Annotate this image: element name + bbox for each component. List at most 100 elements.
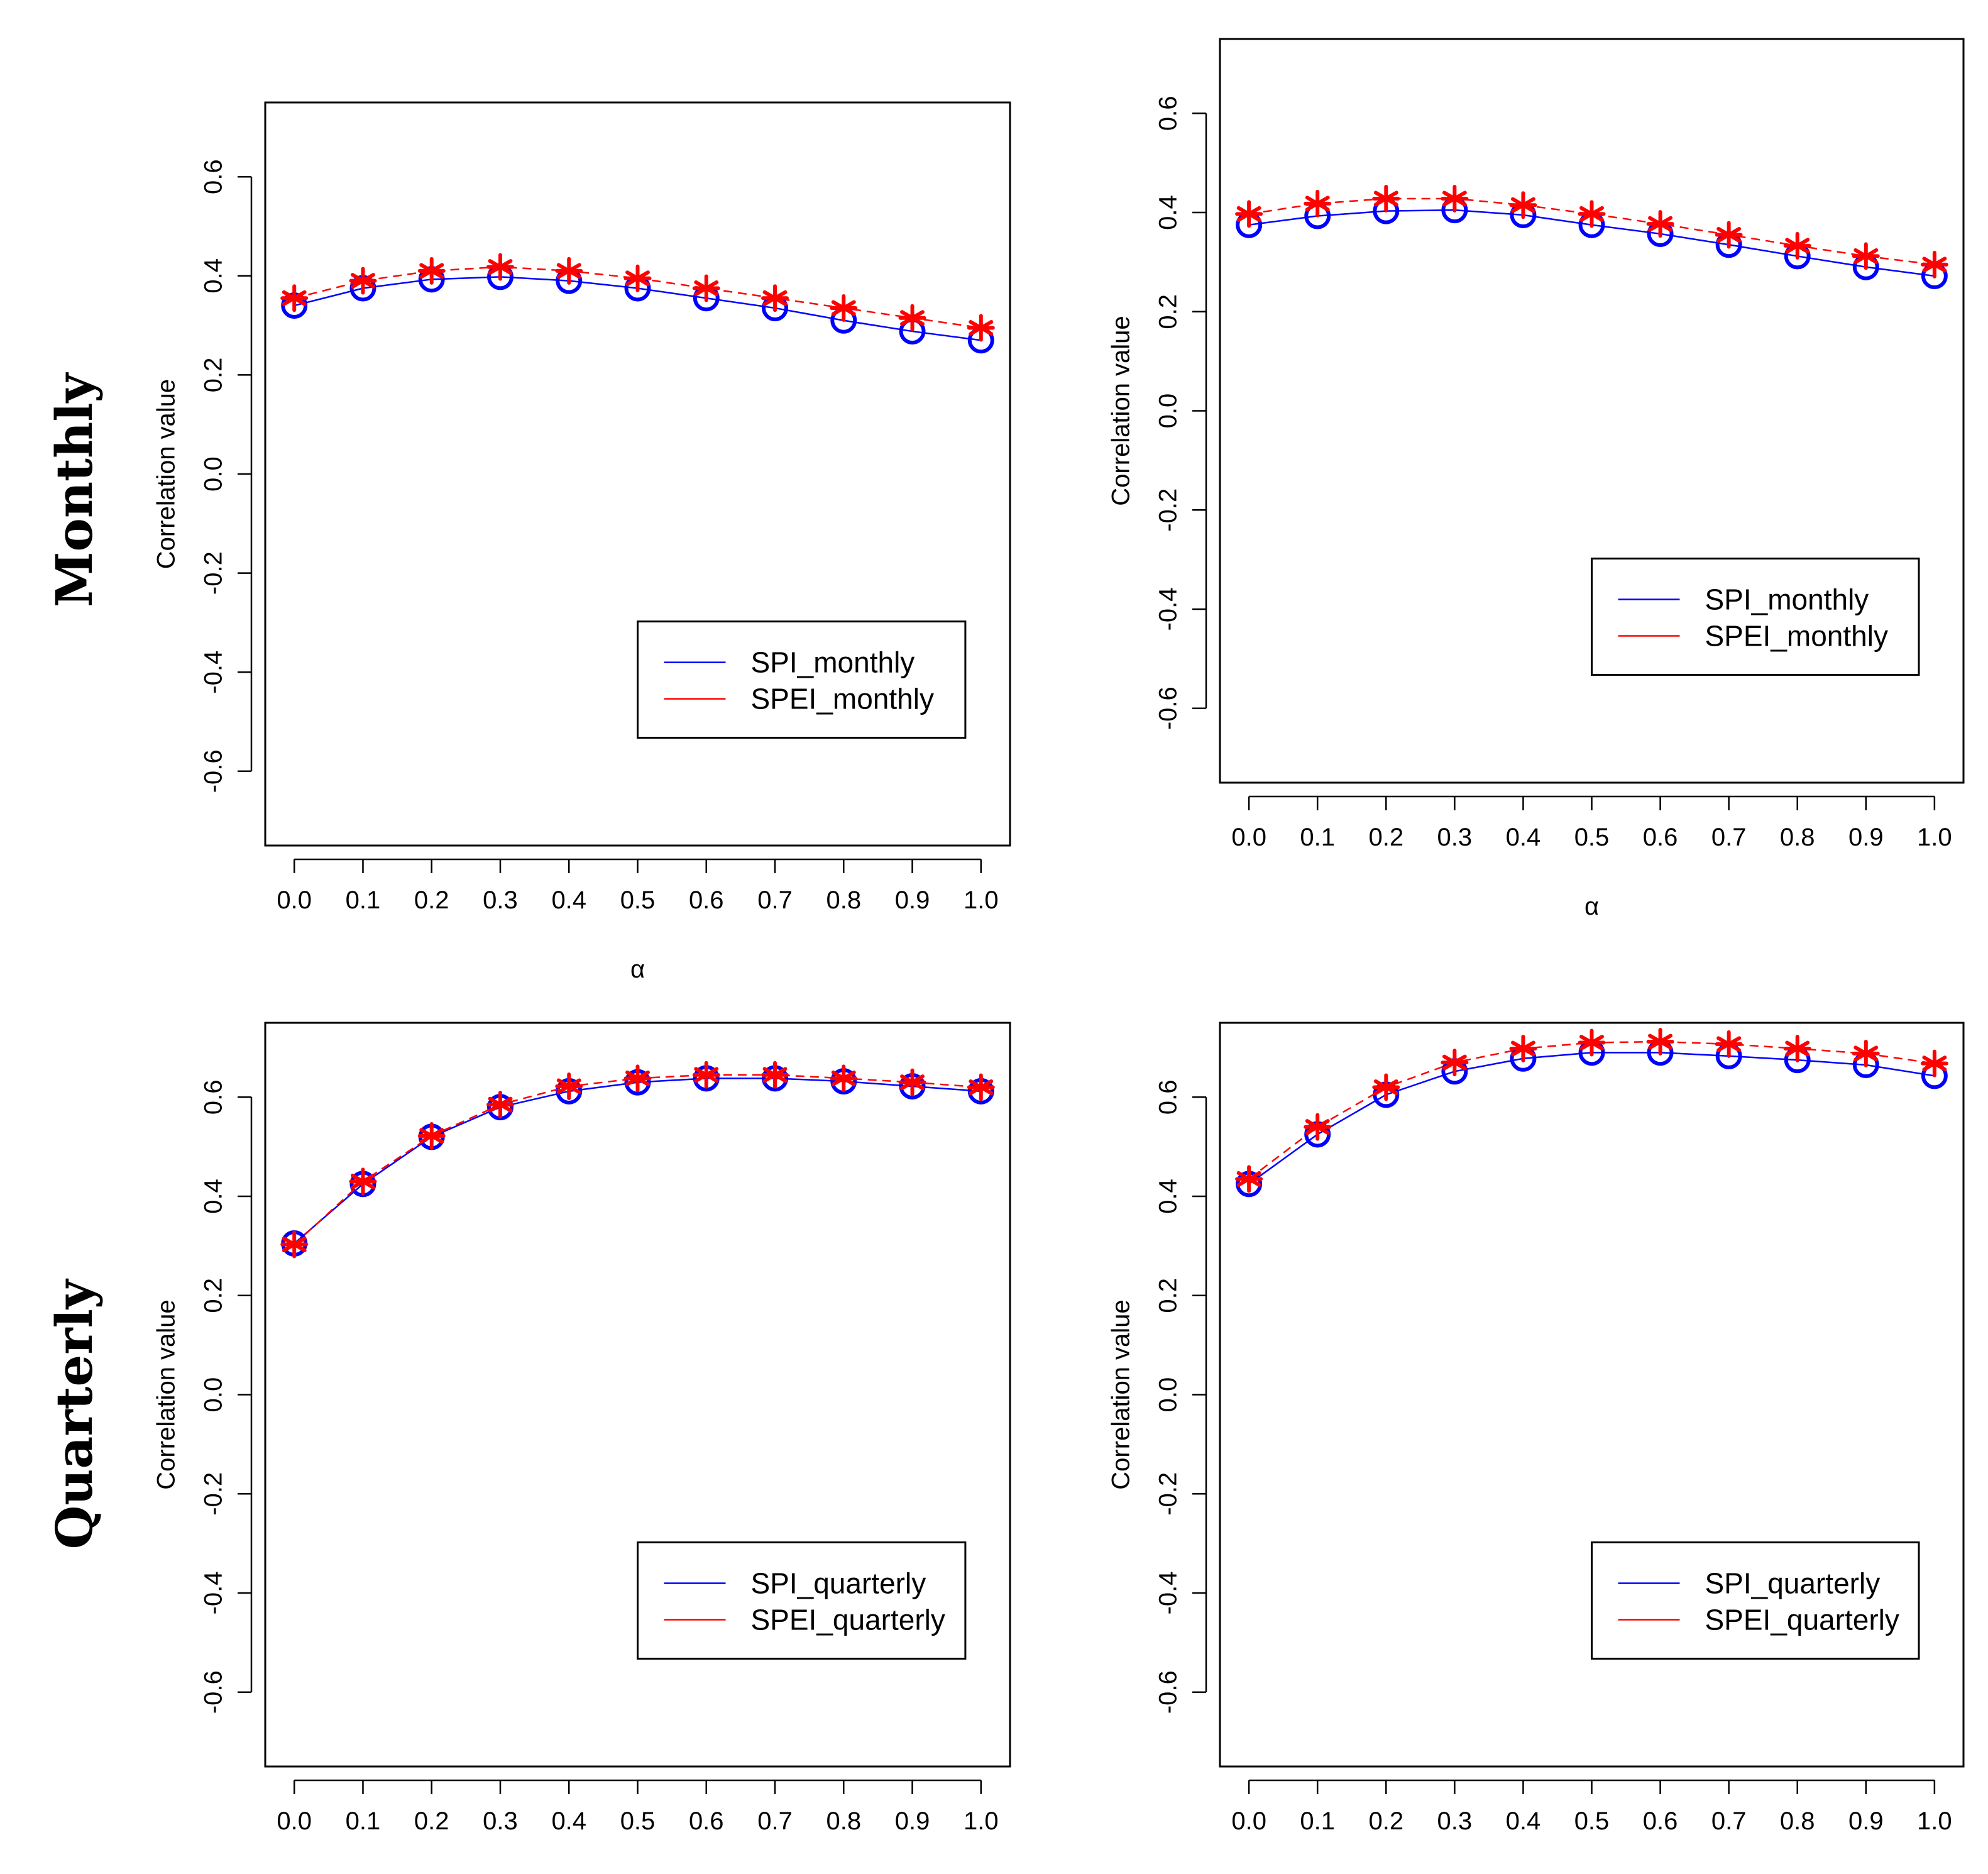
data-point-star [761, 284, 789, 312]
x-tick-label: 0.9 [895, 1807, 930, 1835]
y-tick-label: -0.2 [200, 551, 228, 595]
data-point-star [1783, 1035, 1811, 1063]
legend-box [637, 620, 967, 739]
y-axis-label: Correlation value [1107, 1299, 1135, 1489]
series-line [294, 1078, 981, 1244]
data-point-star [623, 1064, 652, 1093]
x-tick-label: 0.5 [1574, 1807, 1610, 1835]
y-tick-label: -0.6 [1155, 1670, 1182, 1714]
legend-entry: SPEI_monthly [1705, 619, 1888, 652]
x-tick-label: 0.3 [483, 886, 518, 914]
y-tick-label: -0.6 [1155, 686, 1182, 730]
series-SPEI_monthly [1235, 184, 1948, 278]
x-tick-label: 0.2 [1368, 824, 1403, 851]
x-tick-label: 0.5 [620, 1807, 656, 1835]
data-point-star [349, 267, 377, 295]
y-axis-label: Correlation value [153, 1299, 180, 1489]
legend: SPI_monthly SPEI_monthly [637, 620, 967, 739]
x-tick-label: 0.3 [1437, 824, 1473, 851]
x-tick-label: 0.3 [483, 1807, 518, 1835]
x-tick-label: 0.6 [689, 1807, 724, 1835]
data-point-star [1304, 1113, 1332, 1141]
y-tick-label: 0.2 [1155, 294, 1182, 329]
y-axis: -0.6 -0.4 -0.2 0.0 0.2 0.4 0.6 Correlation valu… [153, 1079, 253, 1714]
y-axis: -0.6 -0.4 -0.2 0.0 0.2 0.4 0.6 Correlation valu… [1107, 96, 1207, 730]
plot-frame [1219, 38, 1965, 784]
data-point-star [1372, 1073, 1400, 1101]
x-tick-label: 0.5 [620, 886, 656, 914]
y-tick-label: 0.6 [200, 1079, 228, 1115]
x-tick-label: 0.8 [1780, 1807, 1815, 1835]
x-tick-label: 0.1 [1300, 1807, 1335, 1835]
y-tick-label: -0.4 [200, 651, 228, 694]
x-axis-label: α [630, 956, 645, 983]
x-axis-label: α [1584, 893, 1599, 920]
data-point-star [555, 1072, 583, 1100]
data-point-star [1852, 1039, 1880, 1067]
legend-box [637, 1541, 967, 1660]
chart-panel-quarterly-left: 0.00.10.20.30.40.50.60.70.80.91.0α-0.6-0… [153, 1022, 1011, 1835]
data-point-star [830, 1064, 858, 1093]
y-tick-label: 0.6 [1155, 1079, 1182, 1115]
x-tick-label: 0.1 [346, 886, 381, 914]
x-tick-label: 0.5 [1574, 824, 1610, 851]
data-point-star [1852, 242, 1880, 270]
y-tick-label: 0.6 [200, 159, 228, 194]
data-point-star [280, 1230, 309, 1259]
x-tick-label: 0.7 [757, 1807, 793, 1835]
series-SPI_quarterly [281, 1065, 994, 1257]
data-point-star [1715, 1030, 1743, 1058]
data-point-star [1646, 210, 1674, 238]
x-axis: 0.0 0.1 0.2 0.3 0.4 0.5 0.6 0.7 0.8 0.9 1.0 α [1231, 795, 1952, 920]
y-axis: -0.6 -0.4 -0.2 0.0 0.2 0.4 0.6 Correlation valu… [1107, 1079, 1207, 1714]
y-axis: -0.6 -0.4 -0.2 0.0 0.2 0.4 0.6 Correlation valu… [153, 159, 253, 793]
y-tick-label: 0.0 [1155, 394, 1182, 429]
legend-entry: SPI_quarterly [1705, 1567, 1881, 1599]
series-SPEI_quarterly [1235, 1027, 1948, 1193]
y-tick-label: 0.0 [1155, 1377, 1182, 1413]
y-tick-label: 0.4 [1155, 1179, 1182, 1214]
x-tick-label: 0.0 [1231, 824, 1266, 851]
y-tick-label: 0.4 [200, 258, 228, 294]
x-tick-label: 0.6 [1643, 1807, 1678, 1835]
y-axis-label: Correlation value [1107, 316, 1135, 505]
x-tick-label: 0.8 [826, 1807, 861, 1835]
data-point-star [967, 1073, 995, 1101]
legend-entry: SPI_monthly [1705, 583, 1869, 615]
legend-entry: SPEI_quarterly [751, 1603, 945, 1636]
data-point-star [1509, 1035, 1537, 1063]
legend-box [1591, 1541, 1920, 1660]
y-tick-label: 0.2 [200, 358, 228, 393]
x-tick-label: 0.0 [277, 886, 312, 914]
data-point-star [349, 1167, 377, 1196]
data-point-star [761, 1061, 789, 1089]
x-tick-label: 0.7 [757, 886, 793, 914]
data-point-star [1372, 184, 1400, 212]
data-point-star [555, 256, 583, 285]
x-tick-label: 1.0 [1917, 1807, 1952, 1835]
plot-frame [264, 1022, 1011, 1768]
legend: SPI_monthly SPEI_monthly [1591, 557, 1920, 676]
y-tick-label: 0.4 [200, 1179, 228, 1214]
data-point-star [486, 253, 514, 281]
x-tick-label: 0.1 [346, 1807, 381, 1835]
data-point-star [1920, 1049, 1948, 1078]
series-line [1248, 1052, 1935, 1185]
x-tick-label: 0.3 [1437, 1807, 1473, 1835]
x-tick-label: 0.1 [1300, 824, 1335, 851]
data-point-star [417, 256, 446, 285]
y-tick-label: -0.4 [1155, 587, 1182, 631]
data-point-star [1235, 200, 1263, 228]
plot-frame [1219, 1022, 1965, 1768]
chart-panel-monthly-right: 0.0 0.1 0.2 0.3 0.4 0.5 0.6 0.7 0.8 0.9 1.0α-0.6-0… [1107, 38, 1965, 920]
x-tick-label: 0.2 [414, 1807, 449, 1835]
legend: SPI_quarterly SPEI_quarterly [1591, 1541, 1920, 1660]
x-tick-label: 0.6 [1643, 824, 1678, 851]
data-point-star [898, 1068, 926, 1096]
x-tick-label: 0.4 [1506, 1807, 1541, 1835]
series-SPEI_quarterly [280, 1061, 995, 1259]
y-tick-label: 0.0 [200, 456, 228, 492]
data-point-star [1441, 1049, 1469, 1077]
data-point-star [692, 274, 720, 302]
